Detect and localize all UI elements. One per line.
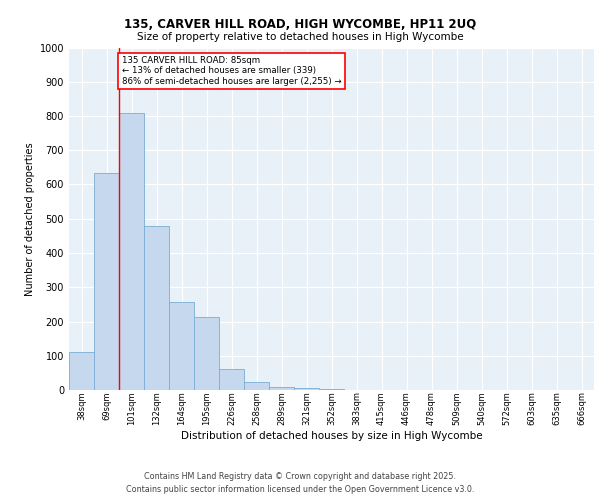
Text: Size of property relative to detached houses in High Wycombe: Size of property relative to detached ho… [137, 32, 463, 42]
Bar [269, 386, 294, 390]
Bar [94, 172, 119, 390]
Bar [244, 382, 269, 390]
Bar [169, 302, 194, 390]
Y-axis label: Number of detached properties: Number of detached properties [25, 142, 35, 296]
Text: 135, CARVER HILL ROAD, HIGH WYCOMBE, HP11 2UQ: 135, CARVER HILL ROAD, HIGH WYCOMBE, HP1… [124, 18, 476, 30]
Bar [144, 226, 169, 390]
Text: Contains HM Land Registry data © Crown copyright and database right 2025.
Contai: Contains HM Land Registry data © Crown c… [126, 472, 474, 494]
Bar [219, 369, 244, 390]
Bar [194, 318, 219, 390]
X-axis label: Distribution of detached houses by size in High Wycombe: Distribution of detached houses by size … [181, 431, 482, 441]
Text: 135 CARVER HILL ROAD: 85sqm
← 13% of detached houses are smaller (339)
86% of se: 135 CARVER HILL ROAD: 85sqm ← 13% of det… [121, 56, 341, 86]
Bar [69, 352, 94, 390]
Bar [119, 112, 144, 390]
Bar [294, 388, 319, 390]
